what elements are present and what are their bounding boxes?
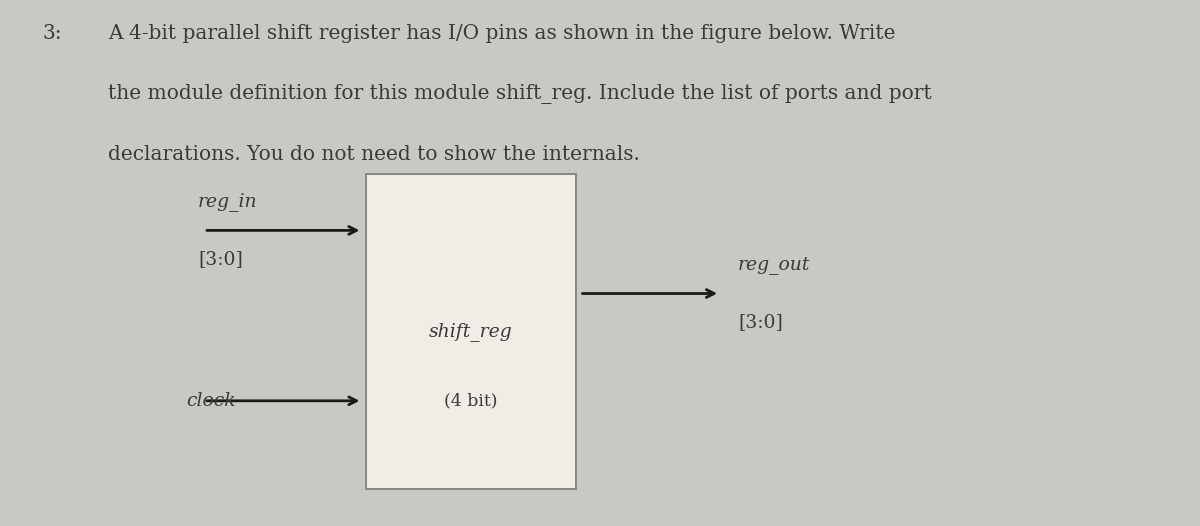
Text: reg_in: reg_in: [198, 192, 258, 211]
Text: [3:0]: [3:0]: [198, 250, 242, 268]
Text: [3:0]: [3:0]: [738, 313, 782, 331]
Text: the module definition for this module shift_reg. Include the list of ports and p: the module definition for this module sh…: [108, 84, 931, 104]
Text: reg_out: reg_out: [738, 256, 810, 274]
Text: 3:: 3:: [42, 24, 61, 43]
Text: (4 bit): (4 bit): [444, 392, 498, 409]
Text: clock: clock: [186, 392, 235, 410]
Bar: [366, 174, 576, 489]
Text: shift_reg: shift_reg: [430, 322, 512, 341]
Text: declarations. You do not need to show the internals.: declarations. You do not need to show th…: [108, 145, 640, 164]
Text: A 4-bit parallel shift register has I/O pins as shown in the figure below. Write: A 4-bit parallel shift register has I/O …: [108, 24, 895, 43]
